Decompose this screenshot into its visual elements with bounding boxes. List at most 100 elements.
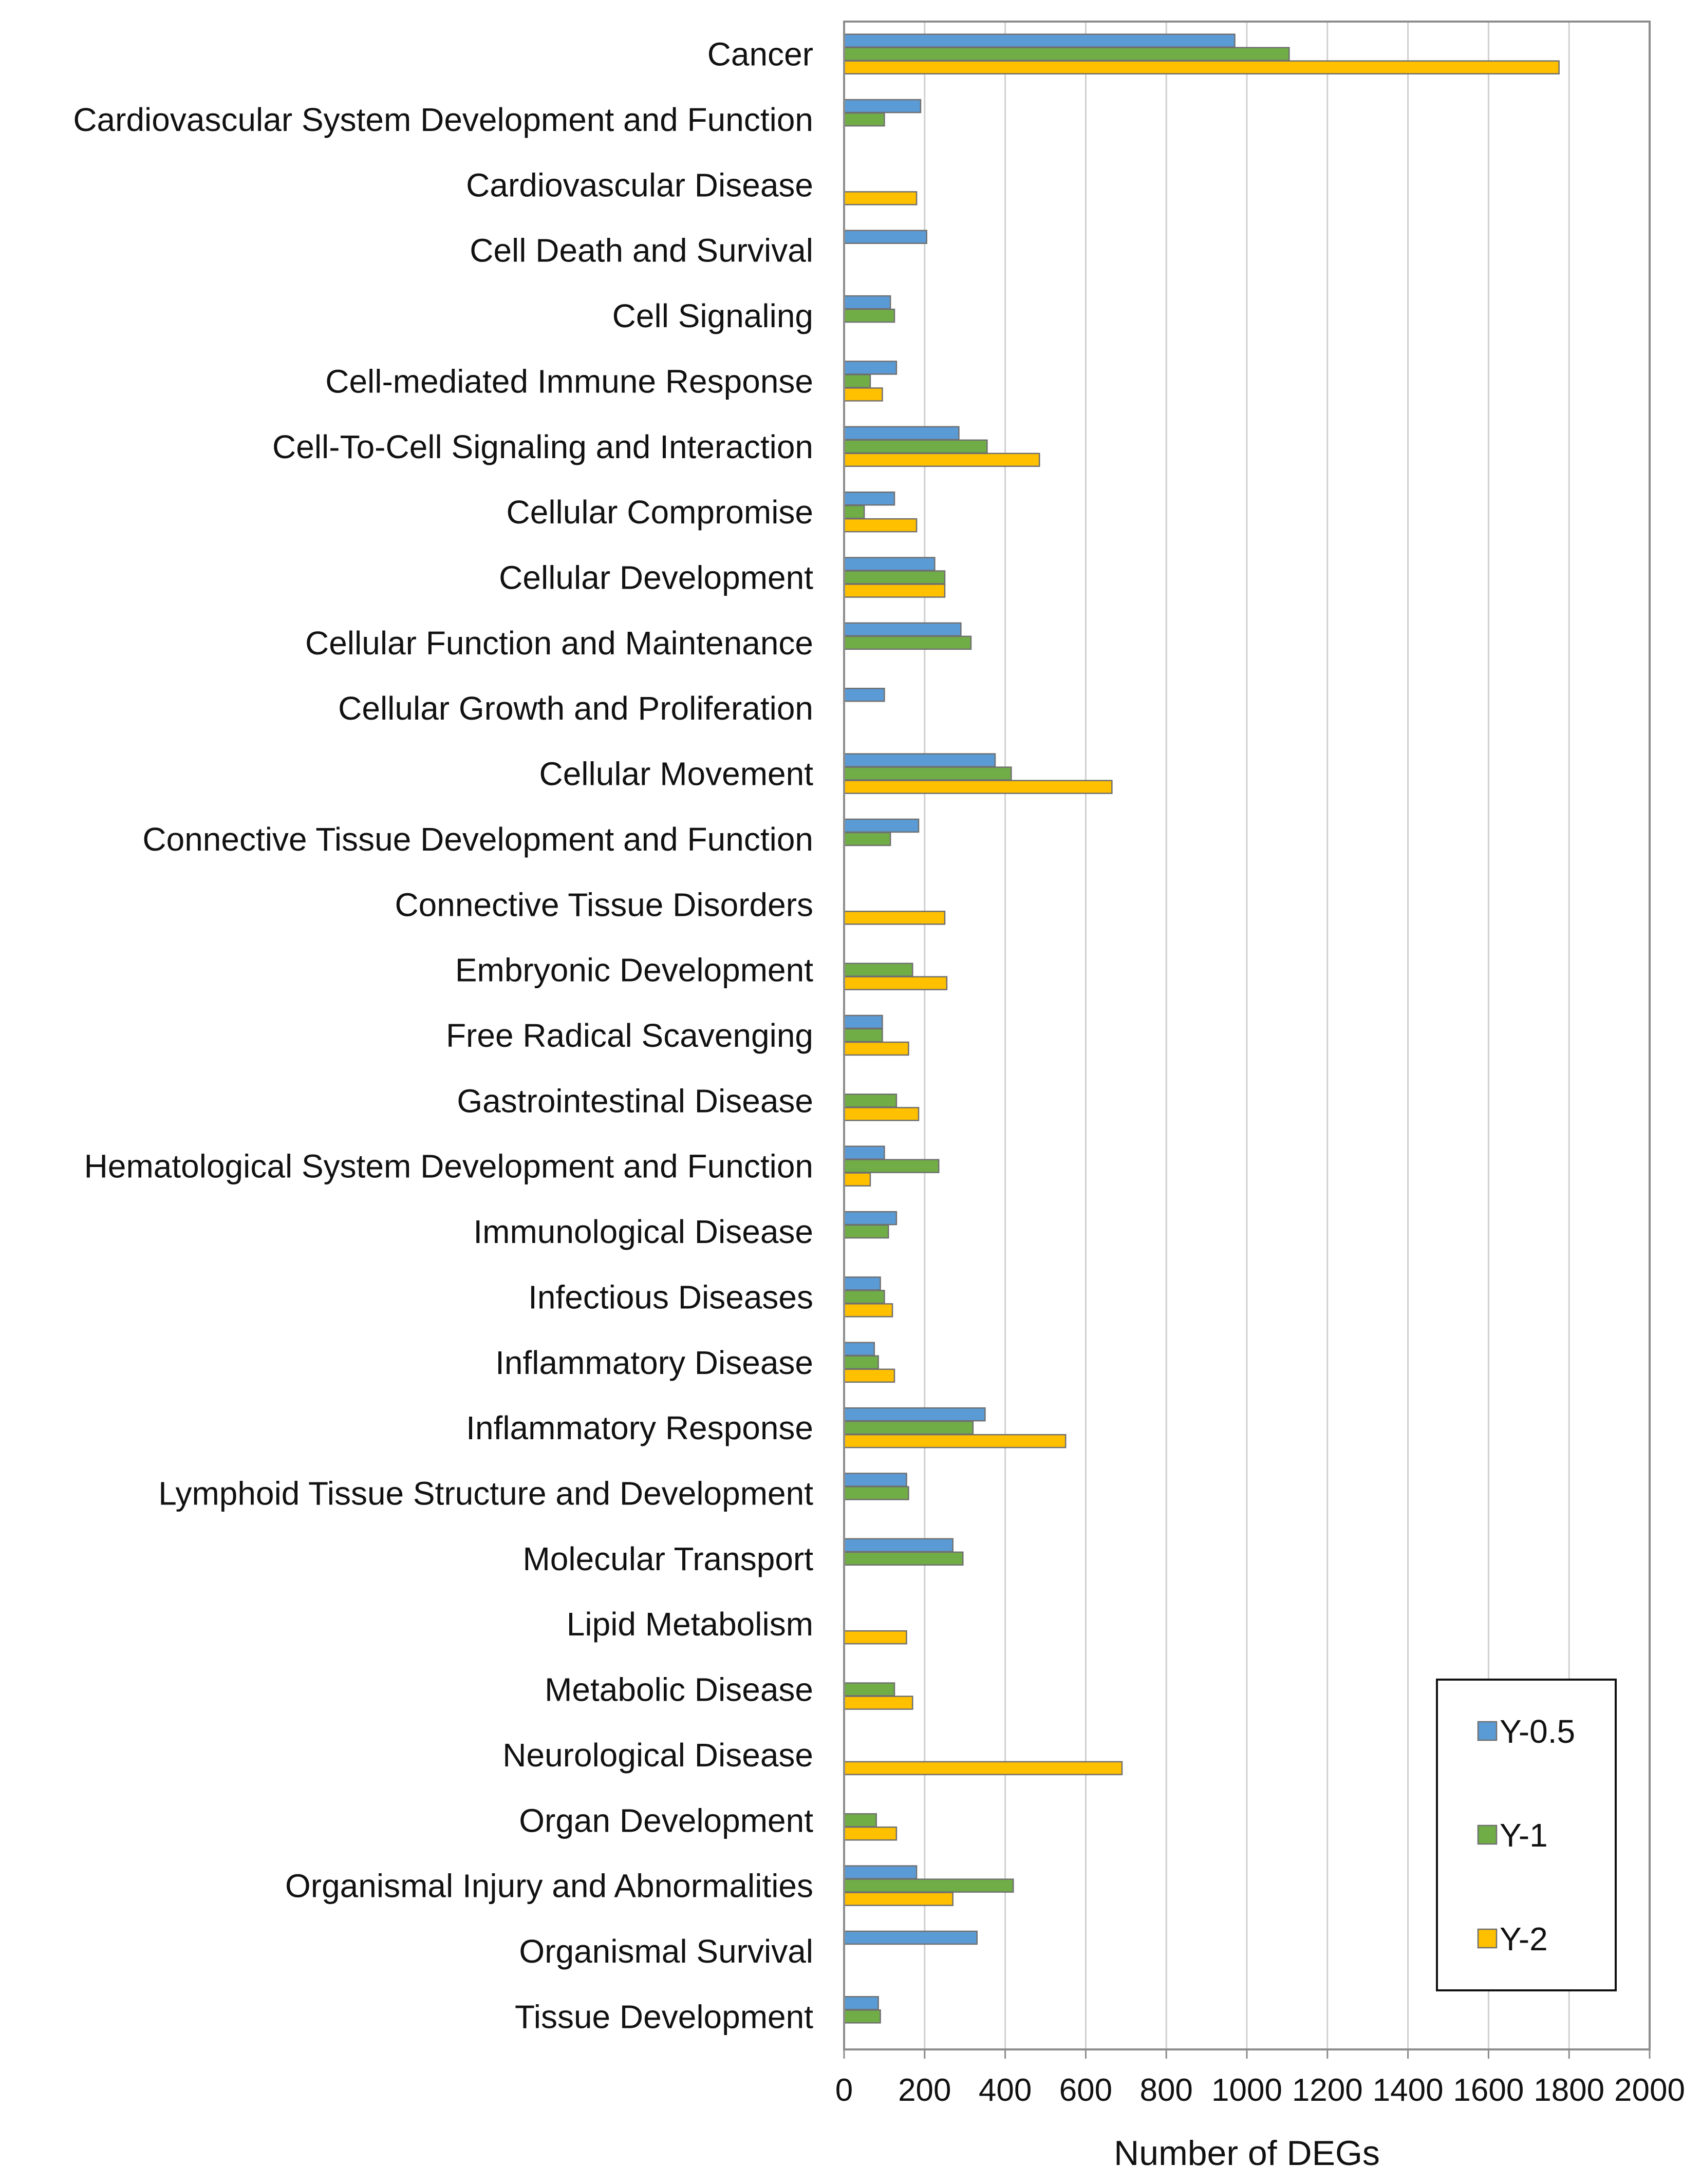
x-tick-label: 1600 <box>1453 2073 1524 2108</box>
bar <box>843 308 895 323</box>
bar <box>843 453 1040 467</box>
bar <box>843 1014 883 1029</box>
bar <box>843 687 885 702</box>
category-label: Inflammatory Disease <box>495 1344 813 1381</box>
category-label: Cellular Movement <box>539 756 813 793</box>
bar <box>843 1368 895 1383</box>
bar <box>843 583 946 598</box>
category-label: Connective Tissue Disorders <box>395 886 813 923</box>
category-label: Organismal Survival <box>519 1933 813 1970</box>
category-label: Cell Death and Survival <box>470 232 813 269</box>
axes <box>843 21 1651 2059</box>
bar <box>843 99 922 114</box>
bar <box>843 1094 898 1108</box>
bar <box>843 1682 895 1697</box>
bar <box>843 1473 907 1487</box>
legend-label: Y-1 <box>1500 1817 1548 1854</box>
bar <box>843 491 895 506</box>
x-tick-labels: 0 200 400 600 800 1000 1200 1400 1600 1800 2000 <box>835 2073 1685 2108</box>
bar <box>843 2009 881 2024</box>
category-label: Embryonic Development <box>455 952 813 989</box>
category-label: Organ Development <box>519 1802 813 1839</box>
bar <box>843 635 972 650</box>
bar <box>843 1813 877 1828</box>
x-tick-label: 1200 <box>1292 2073 1363 2108</box>
category-label: Organismal Injury and Abnormalities <box>285 1868 813 1905</box>
bar <box>843 1303 893 1317</box>
bar <box>843 1211 898 1226</box>
bar <box>843 60 1560 74</box>
bar <box>843 1224 889 1239</box>
category-label: Cellular Development <box>499 559 813 596</box>
bar <box>843 911 946 925</box>
category-label: Infectious Diseases <box>528 1278 813 1315</box>
category-label: Connective Tissue Development and Functi… <box>142 821 813 858</box>
x-tick-label: 800 <box>1139 2073 1192 2108</box>
bar <box>843 1761 1123 1776</box>
bar <box>843 1145 885 1160</box>
bar <box>843 1930 978 1945</box>
category-label: Lipid Metabolism <box>567 1606 813 1643</box>
category-label: Hematological System Development and Fun… <box>84 1148 813 1185</box>
bar <box>843 766 1012 781</box>
bar <box>843 1486 909 1500</box>
bar <box>843 1878 1014 1893</box>
category-label: Cellular Function and Maintenance <box>305 625 813 662</box>
x-tick-label: 1400 <box>1373 2073 1444 2108</box>
bar <box>843 295 891 310</box>
category-label: Cell Signaling <box>612 297 813 334</box>
bar <box>843 1551 964 1566</box>
x-axis-title: Number of DEGs <box>1114 2134 1380 2173</box>
bar <box>843 374 871 388</box>
category-label: Cell-mediated Immune Response <box>325 363 813 400</box>
bar <box>843 1696 913 1710</box>
x-tick-label: 200 <box>898 2073 951 2108</box>
bar <box>843 1276 881 1291</box>
bar <box>843 1996 879 2010</box>
bar <box>843 1342 875 1357</box>
bar <box>843 818 920 833</box>
category-label: Cell-To-Cell Signaling and Interaction <box>272 428 813 465</box>
bar <box>843 570 946 585</box>
category-label: Neurological Disease <box>502 1737 813 1774</box>
bar <box>843 1028 883 1043</box>
x-tick-label: 1000 <box>1211 2073 1282 2108</box>
bar <box>843 1630 907 1645</box>
bar <box>843 753 996 767</box>
bar <box>843 361 898 375</box>
bar <box>843 1407 986 1422</box>
category-label: Gastrointestinal Disease <box>457 1082 813 1119</box>
category-label: Cardiovascular System Development and Fu… <box>73 101 813 138</box>
bar <box>843 387 883 402</box>
x-tick-label: 2000 <box>1614 2073 1685 2108</box>
bar <box>843 976 948 990</box>
category-label: Molecular Transport <box>522 1540 813 1577</box>
bar <box>843 112 885 127</box>
category-label: Cellular Growth and Proliferation <box>338 690 813 727</box>
legend-swatch <box>1477 1928 1498 1949</box>
category-label: Cardiovascular Disease <box>466 166 813 203</box>
bar <box>843 1538 954 1553</box>
bar <box>843 832 891 846</box>
bar <box>843 1290 885 1304</box>
bar <box>843 1434 1067 1448</box>
category-label: Cellular Compromise <box>507 494 814 531</box>
category-label: Inflammatory Response <box>466 1409 813 1446</box>
bar <box>843 1420 974 1435</box>
category-labels: Cancer Cardiovascular System Development … <box>73 36 813 2036</box>
bar <box>843 1892 954 1906</box>
legend-swatch <box>1477 1721 1498 1741</box>
legend-box <box>1436 1679 1617 1991</box>
bar <box>843 33 1236 48</box>
bar <box>843 1827 898 1841</box>
bar <box>843 504 865 519</box>
bar <box>843 1355 879 1370</box>
bar <box>843 1172 871 1187</box>
bar <box>843 518 918 533</box>
legend-label: Y-2 <box>1500 1921 1548 1957</box>
bar <box>843 191 918 205</box>
bar <box>843 439 988 454</box>
bar <box>843 963 913 977</box>
legend: Y-0.5 Y-1 Y-2 <box>1436 1679 1617 1991</box>
